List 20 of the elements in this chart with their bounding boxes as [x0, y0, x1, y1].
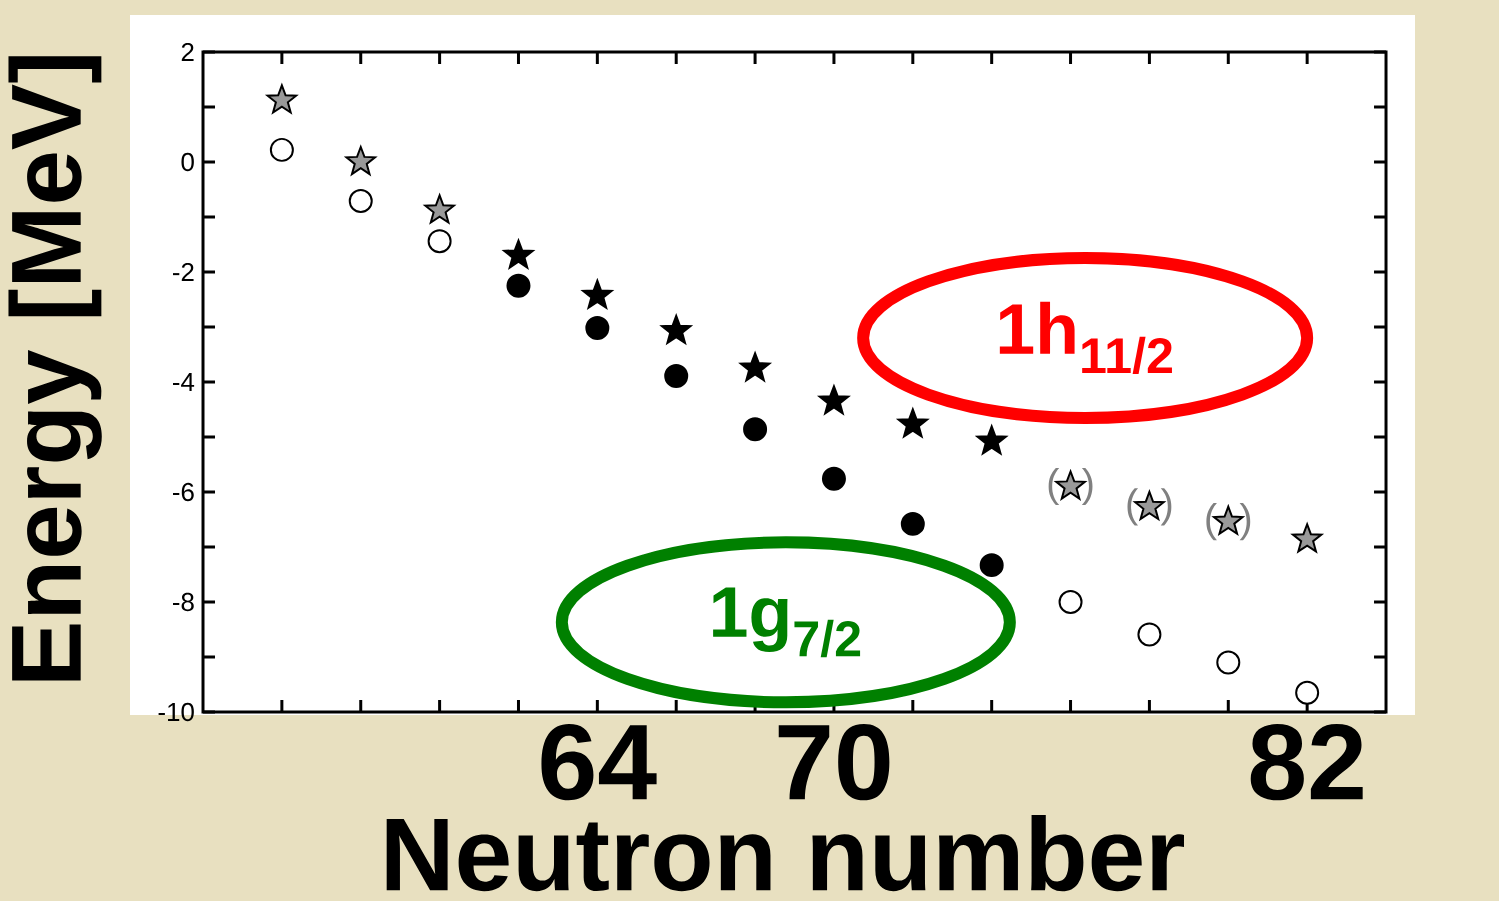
annotation: ): [1081, 467, 1093, 506]
x-tick-label: 70: [778, 724, 890, 801]
annotation: 1h$_{11/2}$: [999, 301, 1172, 375]
y-tick-label: -2: [173, 262, 194, 282]
x-tick-label: 82: [1250, 724, 1363, 801]
y-tick-label: 0: [181, 152, 194, 172]
y-tick-label: 2: [181, 42, 194, 62]
y-tick-label: -6: [173, 482, 194, 502]
annotation: (: [1127, 488, 1139, 526]
x-tick-label: 64: [541, 724, 657, 801]
y-axis-title: Energy [MeV]: [8, 56, 102, 681]
annotation: 1g$_{7/2}$: [713, 587, 861, 658]
x-axis-title: Neutron number: [386, 815, 1184, 892]
annotation: ): [1160, 488, 1172, 526]
y-tick-label: -8: [173, 592, 194, 612]
annotation: (: [1048, 467, 1060, 506]
y-tick-label: -10: [158, 702, 194, 722]
y-tick-label: -4: [173, 373, 195, 391]
annotation: (: [1206, 503, 1217, 541]
annotation: ): [1239, 503, 1251, 541]
